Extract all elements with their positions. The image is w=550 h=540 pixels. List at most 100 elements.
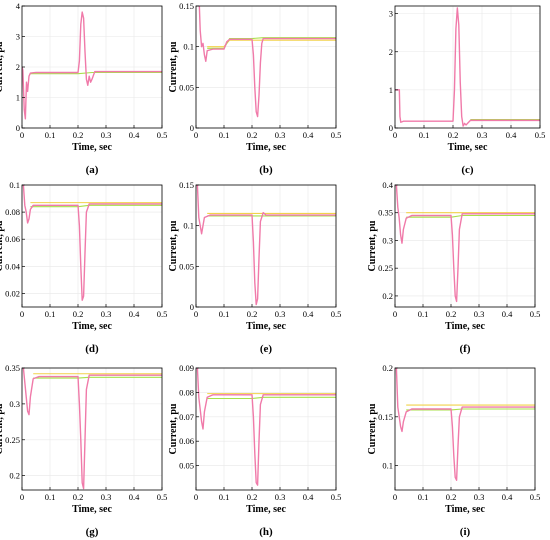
chart-panel-e: 0 0.1 0.2 0.3 0.4 0.5 0 0.05 0.1 0.15 Time, sec Cur…	[168, 180, 342, 332]
y-tick-label: 0.05	[179, 261, 194, 271]
x-tick-label: 0.5	[157, 309, 168, 319]
x-tick-label: 0.2	[73, 130, 84, 140]
y-tick-label: 2	[16, 62, 20, 72]
series-line-1	[395, 185, 535, 303]
x-tick-label: 0	[20, 309, 24, 319]
x-axis-title: Time, sec	[72, 321, 112, 332]
x-tick-label: 0.3	[275, 492, 286, 502]
x-tick-label: 0.4	[502, 492, 513, 502]
x-tick-label: 0	[194, 492, 198, 502]
axes-frame	[21, 184, 163, 308]
x-tick-label: 0.1	[418, 492, 429, 502]
axes-frame	[21, 367, 163, 491]
x-tick-label: 0.3	[275, 130, 286, 140]
x-axis-title: Time, sec	[72, 504, 112, 515]
panel-label-e: (e)	[259, 343, 273, 355]
x-tick-label: 0.4	[129, 130, 140, 140]
x-tick-label: 0.5	[157, 492, 168, 502]
y-axis-title: Current, pu	[0, 403, 5, 454]
x-tick-label: 0.1	[219, 309, 230, 319]
series-line-3	[207, 39, 336, 48]
y-axis-title: Current, pu	[0, 220, 5, 271]
y-axis-title: Current, pu	[367, 220, 378, 271]
y-axis-title: Current, pu	[0, 41, 5, 92]
y-tick-label: 0.3	[9, 399, 20, 409]
series-line-1	[395, 7, 540, 127]
x-tick-label: 0.4	[502, 309, 513, 319]
panel-label-i: (i)	[459, 526, 471, 538]
series-line-2	[207, 37, 336, 49]
x-tick-label: 0.3	[477, 130, 488, 140]
plot-area	[395, 6, 540, 128]
y-tick-label: 0	[190, 123, 194, 133]
plot-area	[196, 6, 336, 128]
panel-label-c: (c)	[461, 164, 474, 176]
chart-panel-h: 0 0.1 0.2 0.3 0.4 0.5 0.05 0.06 0.07 0.08 0.09 Time…	[168, 363, 342, 515]
y-tick-label: 0.25	[378, 263, 393, 273]
x-axis-title: Time, sec	[246, 504, 286, 515]
series-line-1	[198, 6, 336, 118]
plot-area	[196, 185, 336, 307]
axes-frame	[394, 367, 536, 491]
x-tick-label: 0.3	[101, 309, 112, 319]
x-tick-label: 0.5	[331, 309, 342, 319]
y-tick-label: 0.02	[5, 288, 20, 298]
y-axis-title: Current, pu	[168, 403, 179, 454]
y-tick-label: 0.2	[382, 291, 393, 301]
x-axis-title: Time, sec	[246, 142, 286, 153]
y-tick-label: 0.09	[179, 363, 194, 373]
x-tick-label: 0.3	[101, 492, 112, 502]
axes-frame	[394, 184, 536, 308]
y-tick-label: 0.1	[382, 461, 393, 471]
y-tick-label: 0.15	[179, 180, 194, 190]
y-tick-label: 0.06	[179, 436, 194, 446]
axes-frame	[195, 5, 337, 129]
x-tick-label: 0.1	[45, 492, 56, 502]
x-tick-label: 0.4	[303, 492, 314, 502]
y-tick-label: 0.1	[183, 221, 194, 231]
plot-area	[22, 368, 162, 490]
axes-frame	[195, 184, 337, 308]
chart-panel-i: 0 0.1 0.2 0.3 0.4 0.5 0.1 0.15 0.2 Time, sec Curre…	[367, 363, 540, 515]
series-line-1	[196, 185, 336, 306]
x-tick-label: 0.5	[535, 130, 546, 140]
chart-panel-f: 0 0.1 0.2 0.3 0.4 0.5 0.2 0.25 0.3 0.35 0.4 Time, s…	[367, 180, 540, 332]
panel-label-b: (b)	[259, 164, 273, 176]
y-tick-label: 0.08	[179, 387, 194, 397]
series-line-2	[33, 376, 162, 379]
chart-panel-c: 0 0.1 0.2 0.3 0.4 0.5 0 1 2 3 Time, sec	[389, 5, 546, 153]
x-tick-label: 0.1	[219, 492, 230, 502]
x-axis-title: Time, sec	[448, 142, 488, 153]
panel-label-h: (h)	[259, 526, 273, 538]
series-line-1	[395, 368, 535, 481]
y-tick-label: 4	[16, 1, 21, 11]
y-tick-label: 0.2	[9, 471, 20, 481]
axes-frame	[195, 367, 337, 491]
y-tick-label: 0	[389, 123, 393, 133]
chart-panel-g: 0 0.1 0.2 0.3 0.4 0.5 0.2 0.25 0.3 0.35 Time, sec C…	[0, 363, 168, 515]
panel-label-f: (f)	[459, 343, 471, 355]
y-tick-label: 0.04	[5, 261, 21, 271]
x-tick-label: 0.4	[129, 492, 140, 502]
x-tick-label: 0.1	[419, 130, 430, 140]
y-tick-label: 0.35	[378, 208, 393, 218]
x-tick-label: 0.5	[331, 130, 342, 140]
y-tick-label: 0	[16, 123, 20, 133]
series-line-1	[22, 185, 162, 301]
chart-panel-b: 0 0.1 0.2 0.3 0.4 0.5 0 0.05 0.1 0.15 Time, sec Cur…	[168, 1, 342, 153]
series-line-2	[30, 71, 162, 75]
y-tick-label: 0.05	[179, 82, 194, 92]
x-tick-label: 0.5	[331, 492, 342, 502]
y-tick-label: 0	[190, 302, 194, 312]
x-tick-label: 0.4	[303, 309, 314, 319]
panel-label-d: (d)	[85, 343, 99, 355]
series-line-2	[30, 204, 162, 208]
plot-area	[395, 185, 535, 307]
x-tick-label: 0	[393, 492, 397, 502]
y-tick-label: 1	[389, 85, 393, 95]
panel-label-g: (g)	[85, 526, 99, 538]
x-tick-label: 0.2	[247, 492, 258, 502]
panel-label-a: (a)	[85, 164, 99, 176]
x-axis-title: Time, sec	[445, 504, 485, 515]
y-axis-title: Current, pu	[168, 220, 179, 271]
